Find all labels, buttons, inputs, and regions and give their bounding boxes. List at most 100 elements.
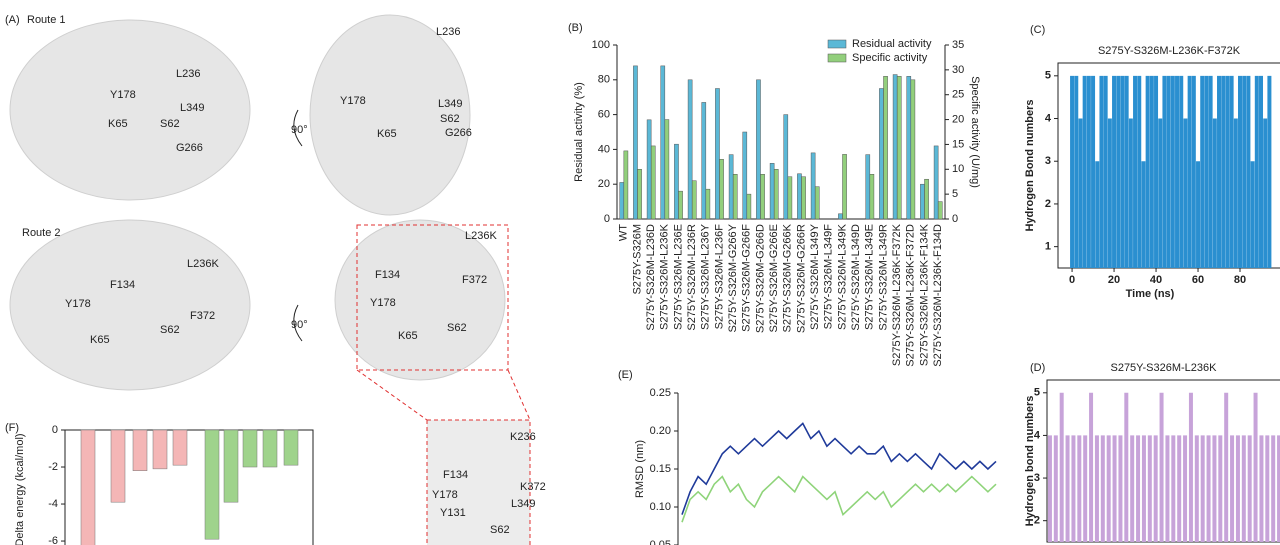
- residue-label: F372: [462, 274, 487, 286]
- panel-label: (B): [568, 22, 583, 34]
- bar: [879, 88, 884, 220]
- line: [681, 422, 997, 515]
- residue-label: Y131: [440, 507, 466, 519]
- x-tick-label: 0: [1069, 274, 1075, 286]
- protein: [334, 219, 506, 381]
- y2-tick-label: 15: [952, 138, 964, 150]
- legend-label: Residual activity: [852, 38, 932, 50]
- residue-label: G266: [176, 142, 203, 154]
- y-tick-label: 2: [1045, 198, 1051, 210]
- protein: [309, 14, 471, 216]
- bar: [906, 76, 912, 220]
- y-tick-label: 20: [598, 178, 610, 190]
- bar: [132, 429, 148, 471]
- residue-label: G266: [445, 127, 472, 139]
- structures: (A) Route 1 Route 2 90° 90°: [5, 14, 531, 545]
- x-tick-label: 20: [1108, 274, 1120, 286]
- residue-label: L236: [176, 68, 200, 80]
- residue-label: L349: [511, 498, 535, 510]
- bar: [937, 201, 943, 220]
- x-tick-label: 40: [1150, 274, 1162, 286]
- panel-label: (C): [1030, 24, 1045, 36]
- axis-frame: [1046, 379, 1280, 543]
- route-label: Route 2: [22, 227, 61, 239]
- bar: [223, 429, 239, 503]
- y-tick-label: 0.15: [650, 463, 671, 475]
- bar: [892, 74, 898, 220]
- bar: [152, 429, 168, 470]
- rotation-label: 90°: [291, 124, 308, 136]
- bar: [742, 131, 748, 220]
- route-label: Route 1: [27, 14, 66, 26]
- y-tick-label: 3: [1034, 472, 1040, 484]
- x-axis-label: Time (ns): [1126, 288, 1175, 300]
- bar: [865, 154, 871, 220]
- y-axis-label: RMSD (nm): [634, 440, 646, 498]
- bar: [920, 183, 925, 220]
- bar: [842, 154, 847, 220]
- x-tick-label: 60: [1192, 274, 1204, 286]
- bar: [732, 174, 738, 220]
- bar: [869, 174, 875, 220]
- residue-label: S62: [447, 322, 467, 334]
- y-tick-label: 80: [598, 74, 610, 86]
- x-tick-label: WT: [618, 224, 630, 241]
- bar: [924, 178, 929, 220]
- residue-label: L349: [180, 102, 204, 114]
- residue-label: L236: [436, 26, 460, 38]
- bar: [80, 429, 96, 545]
- bar: [172, 429, 188, 466]
- y2-axis-label: Specific activity (U/mg): [969, 76, 981, 188]
- residue-label: K372: [520, 481, 546, 493]
- y-tick-label: -4: [48, 498, 58, 510]
- zoom-line: [356, 369, 428, 421]
- bar: [678, 190, 683, 220]
- x-tick-label: S275Y-S326M-G266E: [768, 224, 780, 332]
- panel-label: (A): [5, 14, 20, 26]
- bar: [619, 182, 625, 220]
- bar: [664, 119, 670, 220]
- x-tick-label: S275Y-S326M-L236K-F134D: [932, 224, 944, 367]
- y-tick-label: 0.25: [650, 387, 671, 399]
- chart: 0 20 40 60 80 100 0 5 10 15 20 25 30 35 Specific activ…: [573, 38, 981, 367]
- residue-label: K236: [510, 431, 536, 443]
- x-tick-label: S275Y-S326M-L236K: [659, 223, 671, 330]
- x-tick-label: S275Y-S326M-L236D: [645, 224, 657, 331]
- x-tick-label: S275Y-S326M: [631, 224, 643, 295]
- x-tick-label: S275Y-S326M-L236Y: [700, 223, 712, 330]
- bar: [760, 174, 765, 220]
- bar: [715, 88, 720, 220]
- residue-label: Y178: [370, 297, 396, 309]
- y-tick-label: 4: [1045, 112, 1052, 124]
- x-tick-label: S275Y-S326M-L236F: [713, 224, 725, 330]
- panel-label: (D): [1030, 362, 1045, 374]
- residue-label: Y178: [65, 298, 91, 310]
- bar: [719, 159, 724, 220]
- y2-tick-label: 25: [952, 89, 964, 101]
- x-tick-label: S275Y-S326M-G266F: [741, 224, 753, 332]
- bar: [110, 429, 126, 503]
- x-tick-label: 80: [1234, 274, 1246, 286]
- bar: [674, 143, 679, 220]
- y-tick-label: 4: [1034, 429, 1041, 441]
- residue-label: L236K: [187, 258, 219, 270]
- bar: [242, 429, 258, 468]
- y2-tick-label: 35: [952, 39, 964, 51]
- bar: [687, 79, 693, 220]
- rotate-arrow: [293, 109, 303, 147]
- bar: [691, 180, 697, 220]
- y-tick-label: 60: [598, 109, 610, 121]
- residue-label: F372: [190, 310, 215, 322]
- x-tick-label: S275Y-S326M-L236K-F134K: [918, 223, 930, 366]
- bar: [896, 76, 902, 220]
- y-tick-label: 5: [1045, 70, 1051, 82]
- bar: [787, 176, 793, 220]
- bar: [838, 213, 843, 220]
- bar: [756, 79, 761, 220]
- bar: [204, 429, 220, 540]
- bar: [646, 119, 652, 220]
- zoom-box: [356, 224, 509, 371]
- residue-label: F134: [110, 279, 135, 291]
- bar: [705, 188, 711, 220]
- x-tick-label: S275Y-S326M-G266K: [782, 223, 794, 332]
